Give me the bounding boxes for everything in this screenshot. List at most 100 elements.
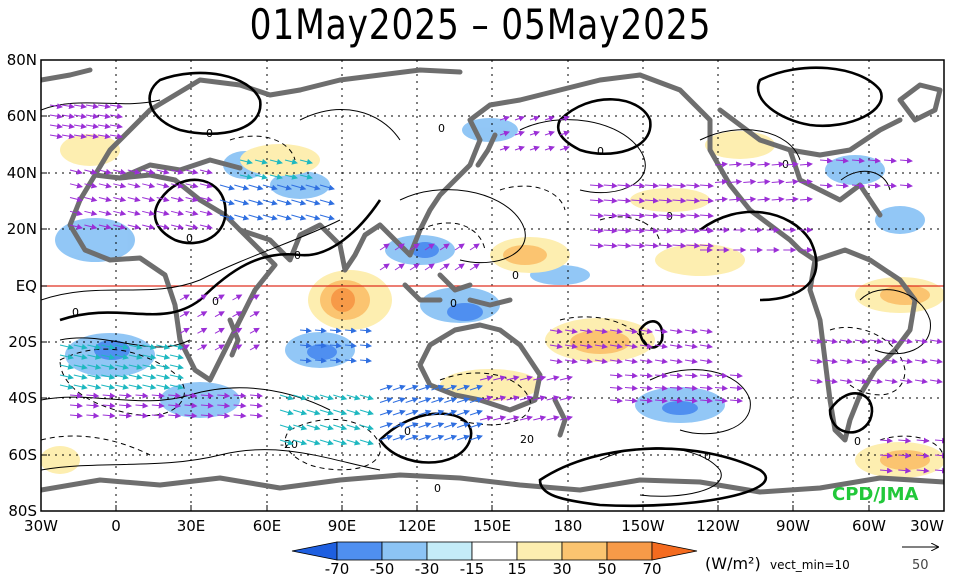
flux-vector — [168, 412, 182, 419]
flux-vector — [49, 113, 63, 120]
flux-vector — [101, 373, 116, 380]
flux-vector — [617, 182, 632, 189]
flux-vector — [61, 133, 75, 140]
flux-vector — [672, 242, 687, 249]
flux-vector — [87, 343, 102, 350]
flux-vector — [699, 212, 714, 219]
flux-vector — [514, 115, 525, 122]
flux-vector — [142, 196, 156, 203]
flux-vector — [609, 385, 623, 392]
flux-vector — [69, 210, 83, 216]
flux-vector — [405, 434, 419, 441]
flux-vector — [929, 358, 943, 365]
flux-vector — [854, 338, 868, 345]
flux-vector — [233, 392, 247, 399]
flux-vector — [809, 378, 823, 385]
flux-vector — [934, 467, 944, 474]
flux-vector — [884, 358, 898, 365]
flux-vector — [128, 363, 143, 370]
flux-vector — [359, 357, 372, 364]
flux-vector — [279, 409, 294, 416]
flux-vector — [431, 384, 445, 391]
flux-vector — [493, 395, 507, 402]
flux-vector — [529, 145, 540, 152]
flux-vector — [86, 412, 100, 419]
flux-vector — [609, 358, 623, 365]
flux-vector — [514, 130, 525, 137]
lon-label: 180 — [554, 517, 583, 535]
flux-vector — [284, 173, 298, 180]
flux-vector — [564, 343, 578, 350]
flux-vector — [168, 392, 182, 399]
colorbar-swatch — [336, 541, 383, 561]
flux-vector — [299, 327, 312, 334]
flux-vector — [291, 184, 307, 191]
flux-vector — [169, 383, 184, 390]
flux-vector — [170, 223, 185, 230]
flux-vector — [170, 168, 185, 175]
flux-vector — [654, 397, 668, 404]
colorbar-right-triangle — [651, 541, 698, 561]
flux-vector — [672, 197, 687, 204]
flux-vector — [564, 328, 578, 335]
shading-layer: 0 0 0 0 0 0 0 0 0 0 0 0 0 0 -20 20 0 CPD… — [41, 60, 944, 511]
flux-vector — [392, 409, 406, 416]
flux-vector — [233, 402, 247, 409]
flux-vector — [359, 342, 372, 349]
flux-vector — [499, 115, 510, 122]
flux-vector — [819, 157, 833, 164]
flux-vector — [156, 353, 171, 360]
colorbar-swatch — [426, 541, 473, 561]
flux-vector — [113, 168, 127, 175]
flux-vector — [444, 409, 458, 416]
flux-vector — [916, 452, 930, 459]
flux-vector — [644, 182, 659, 189]
flux-vector — [299, 357, 312, 364]
flux-vector — [73, 383, 88, 390]
colorbar-tick-label: -70 — [325, 560, 350, 575]
flux-vector — [479, 395, 493, 402]
flux-vector — [305, 184, 321, 191]
flux-vector — [544, 145, 555, 152]
flux-vector — [199, 223, 213, 230]
flux-vector — [869, 378, 883, 385]
flux-vector — [624, 358, 638, 365]
flux-vector — [306, 439, 321, 446]
flux-vector — [114, 383, 129, 390]
flux-vector — [506, 375, 520, 382]
flux-vector — [379, 422, 393, 428]
flux-vector — [97, 103, 111, 110]
flux-vector — [469, 434, 483, 441]
flux-vector — [456, 434, 471, 441]
flux-vector — [529, 130, 540, 137]
flux-vector — [279, 439, 294, 446]
flux-vector — [743, 161, 757, 168]
flux-vector — [879, 437, 893, 444]
flux-vector — [128, 373, 143, 380]
lon-label: 90W — [776, 517, 810, 535]
flux-vector — [684, 372, 698, 379]
flux-vector — [439, 263, 450, 271]
flux-vector — [899, 378, 913, 385]
flux-vector — [69, 402, 83, 409]
colorbar: -70 -50 -30 -15 15 30 50 70 (W/m²) vect_… — [291, 541, 850, 575]
flux-vector — [559, 415, 573, 422]
flux-vector — [835, 157, 849, 164]
flux-vector — [669, 358, 683, 365]
flux-vector — [113, 223, 127, 230]
lat-label: 40S — [8, 389, 37, 407]
flux-vector — [276, 199, 293, 206]
colorbar-tick-label: -50 — [370, 560, 395, 575]
flux-vector — [249, 327, 260, 334]
flux-vector — [809, 338, 823, 345]
flux-vector — [306, 394, 321, 401]
flux-vector — [214, 294, 225, 301]
flux-vector — [200, 412, 214, 419]
flux-vector — [559, 395, 573, 402]
flux-vector — [559, 145, 570, 152]
flux-vector — [359, 409, 374, 416]
flux-vector — [73, 373, 88, 380]
reference-vector: 50 — [902, 547, 938, 573]
flux-vector — [199, 168, 213, 175]
colorbar-tick-label: 15 — [507, 560, 526, 575]
